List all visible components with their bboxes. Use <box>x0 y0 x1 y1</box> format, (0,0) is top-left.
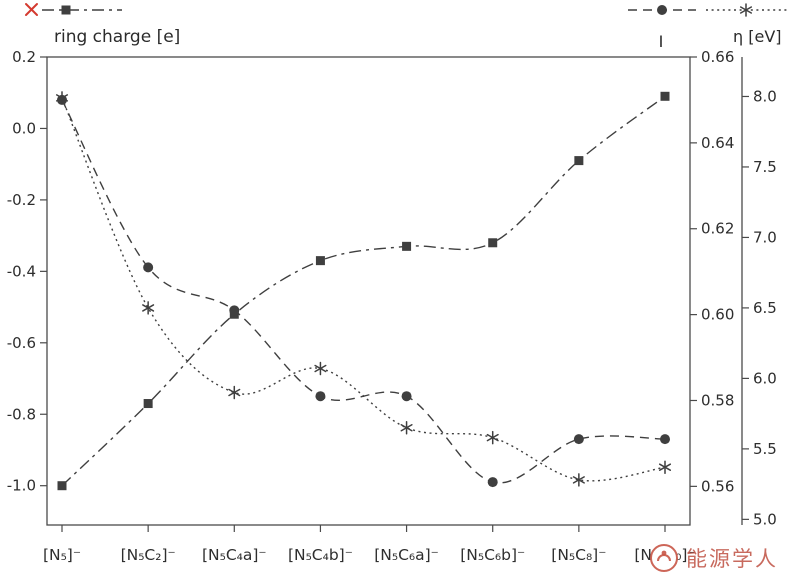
square-marker-icon <box>574 156 584 166</box>
x-category-label: [N₅C₆b]⁻ <box>460 546 525 564</box>
x-category-label: [N₅C₆a]⁻ <box>374 546 439 564</box>
asterisk-marker-icon <box>400 420 413 435</box>
asterisk-marker-icon <box>228 385 241 400</box>
circle-marker-icon <box>573 434 584 445</box>
asterisk-marker-icon <box>572 473 585 487</box>
square-marker-icon <box>61 5 71 15</box>
x-category-label: [N₅C₄b]⁻ <box>288 546 353 564</box>
circle-marker-icon <box>660 434 670 445</box>
square-marker-icon <box>57 481 67 491</box>
legend-item-circle <box>628 5 696 15</box>
right-outer-tick-label: 8.0 <box>753 87 777 105</box>
right-inner-tick-label: 0.60 <box>701 306 734 324</box>
axis-tick-labels: 0.2 0.0 -0.2 -0.4 -0.6 -0.8 -1.0 0.66 0.64 0.62 0.… <box>7 48 777 564</box>
x-category-label: [N₅C₄a]⁻ <box>202 546 267 564</box>
right-outer-tick-label: 6.0 <box>753 369 777 387</box>
watermark: 能源学人 <box>648 542 778 574</box>
asterisk-marker-icon <box>658 460 672 474</box>
x-category-label: [N₅]⁻ <box>43 546 81 564</box>
circle-marker-icon <box>401 391 412 402</box>
axis-ticks <box>40 56 749 532</box>
square-marker-icon <box>315 256 325 266</box>
legend-item-asterisk <box>706 3 789 17</box>
right-outer-tick-label: 6.5 <box>753 299 777 317</box>
left-tick-label: 0.0 <box>12 119 36 137</box>
legend-item-square <box>42 5 122 15</box>
square-marker-icon <box>402 241 412 251</box>
series-square <box>57 91 670 491</box>
left-tick-label: -0.8 <box>7 405 36 423</box>
left-tick-label: -0.4 <box>7 262 36 280</box>
right-inner-tick-label: 0.66 <box>701 48 734 66</box>
asterisk-marker-icon <box>142 301 155 315</box>
right-outer-tick-label: 7.5 <box>753 158 777 176</box>
asterisk-marker-icon <box>486 430 499 445</box>
circle-marker-icon <box>229 305 240 316</box>
left-tick-label: 0.2 <box>12 48 36 66</box>
series-circle <box>57 94 670 488</box>
circle-marker-icon <box>657 5 667 15</box>
red-cross-icon <box>25 3 38 16</box>
x-category-label: [N₅C₈]⁻ <box>551 546 606 564</box>
circle-marker-icon <box>315 391 326 402</box>
right-inner-tick-label: 0.58 <box>701 391 734 409</box>
plot-frame <box>46 56 743 526</box>
square-marker-icon <box>660 91 670 101</box>
right-outer-tick-label: 5.0 <box>753 510 777 528</box>
circle-marker-icon <box>143 262 154 273</box>
left-tick-label: -0.6 <box>7 334 36 352</box>
left-tick-label: -1.0 <box>7 477 36 495</box>
right-inner-tick-label: 0.64 <box>701 134 734 152</box>
watermark-logo <box>650 544 678 572</box>
right-outer-tick-label: 5.5 <box>753 440 777 458</box>
square-marker-icon <box>488 238 498 248</box>
x-category-label: [N₅C₂]⁻ <box>121 546 176 564</box>
left-axis-title: ring charge [e] <box>54 27 180 47</box>
square-marker-icon <box>143 399 153 409</box>
right-inner-tick-label: 0.56 <box>701 477 734 495</box>
asterisk-marker-icon <box>739 3 753 17</box>
series-asterisk <box>55 91 672 487</box>
watermark-text: 能源学人 <box>686 547 778 571</box>
asterisk-marker-icon <box>314 361 327 376</box>
right-outer-axis-title: η [eV] <box>733 27 782 46</box>
right-inner-tick-label: 0.62 <box>701 220 734 238</box>
right-inner-axis-title: I <box>659 32 664 51</box>
right-outer-tick-label: 7.0 <box>753 228 777 246</box>
left-tick-label: -0.2 <box>7 191 36 209</box>
asterisk-marker-icon <box>55 91 69 105</box>
circle-marker-icon <box>487 477 498 488</box>
